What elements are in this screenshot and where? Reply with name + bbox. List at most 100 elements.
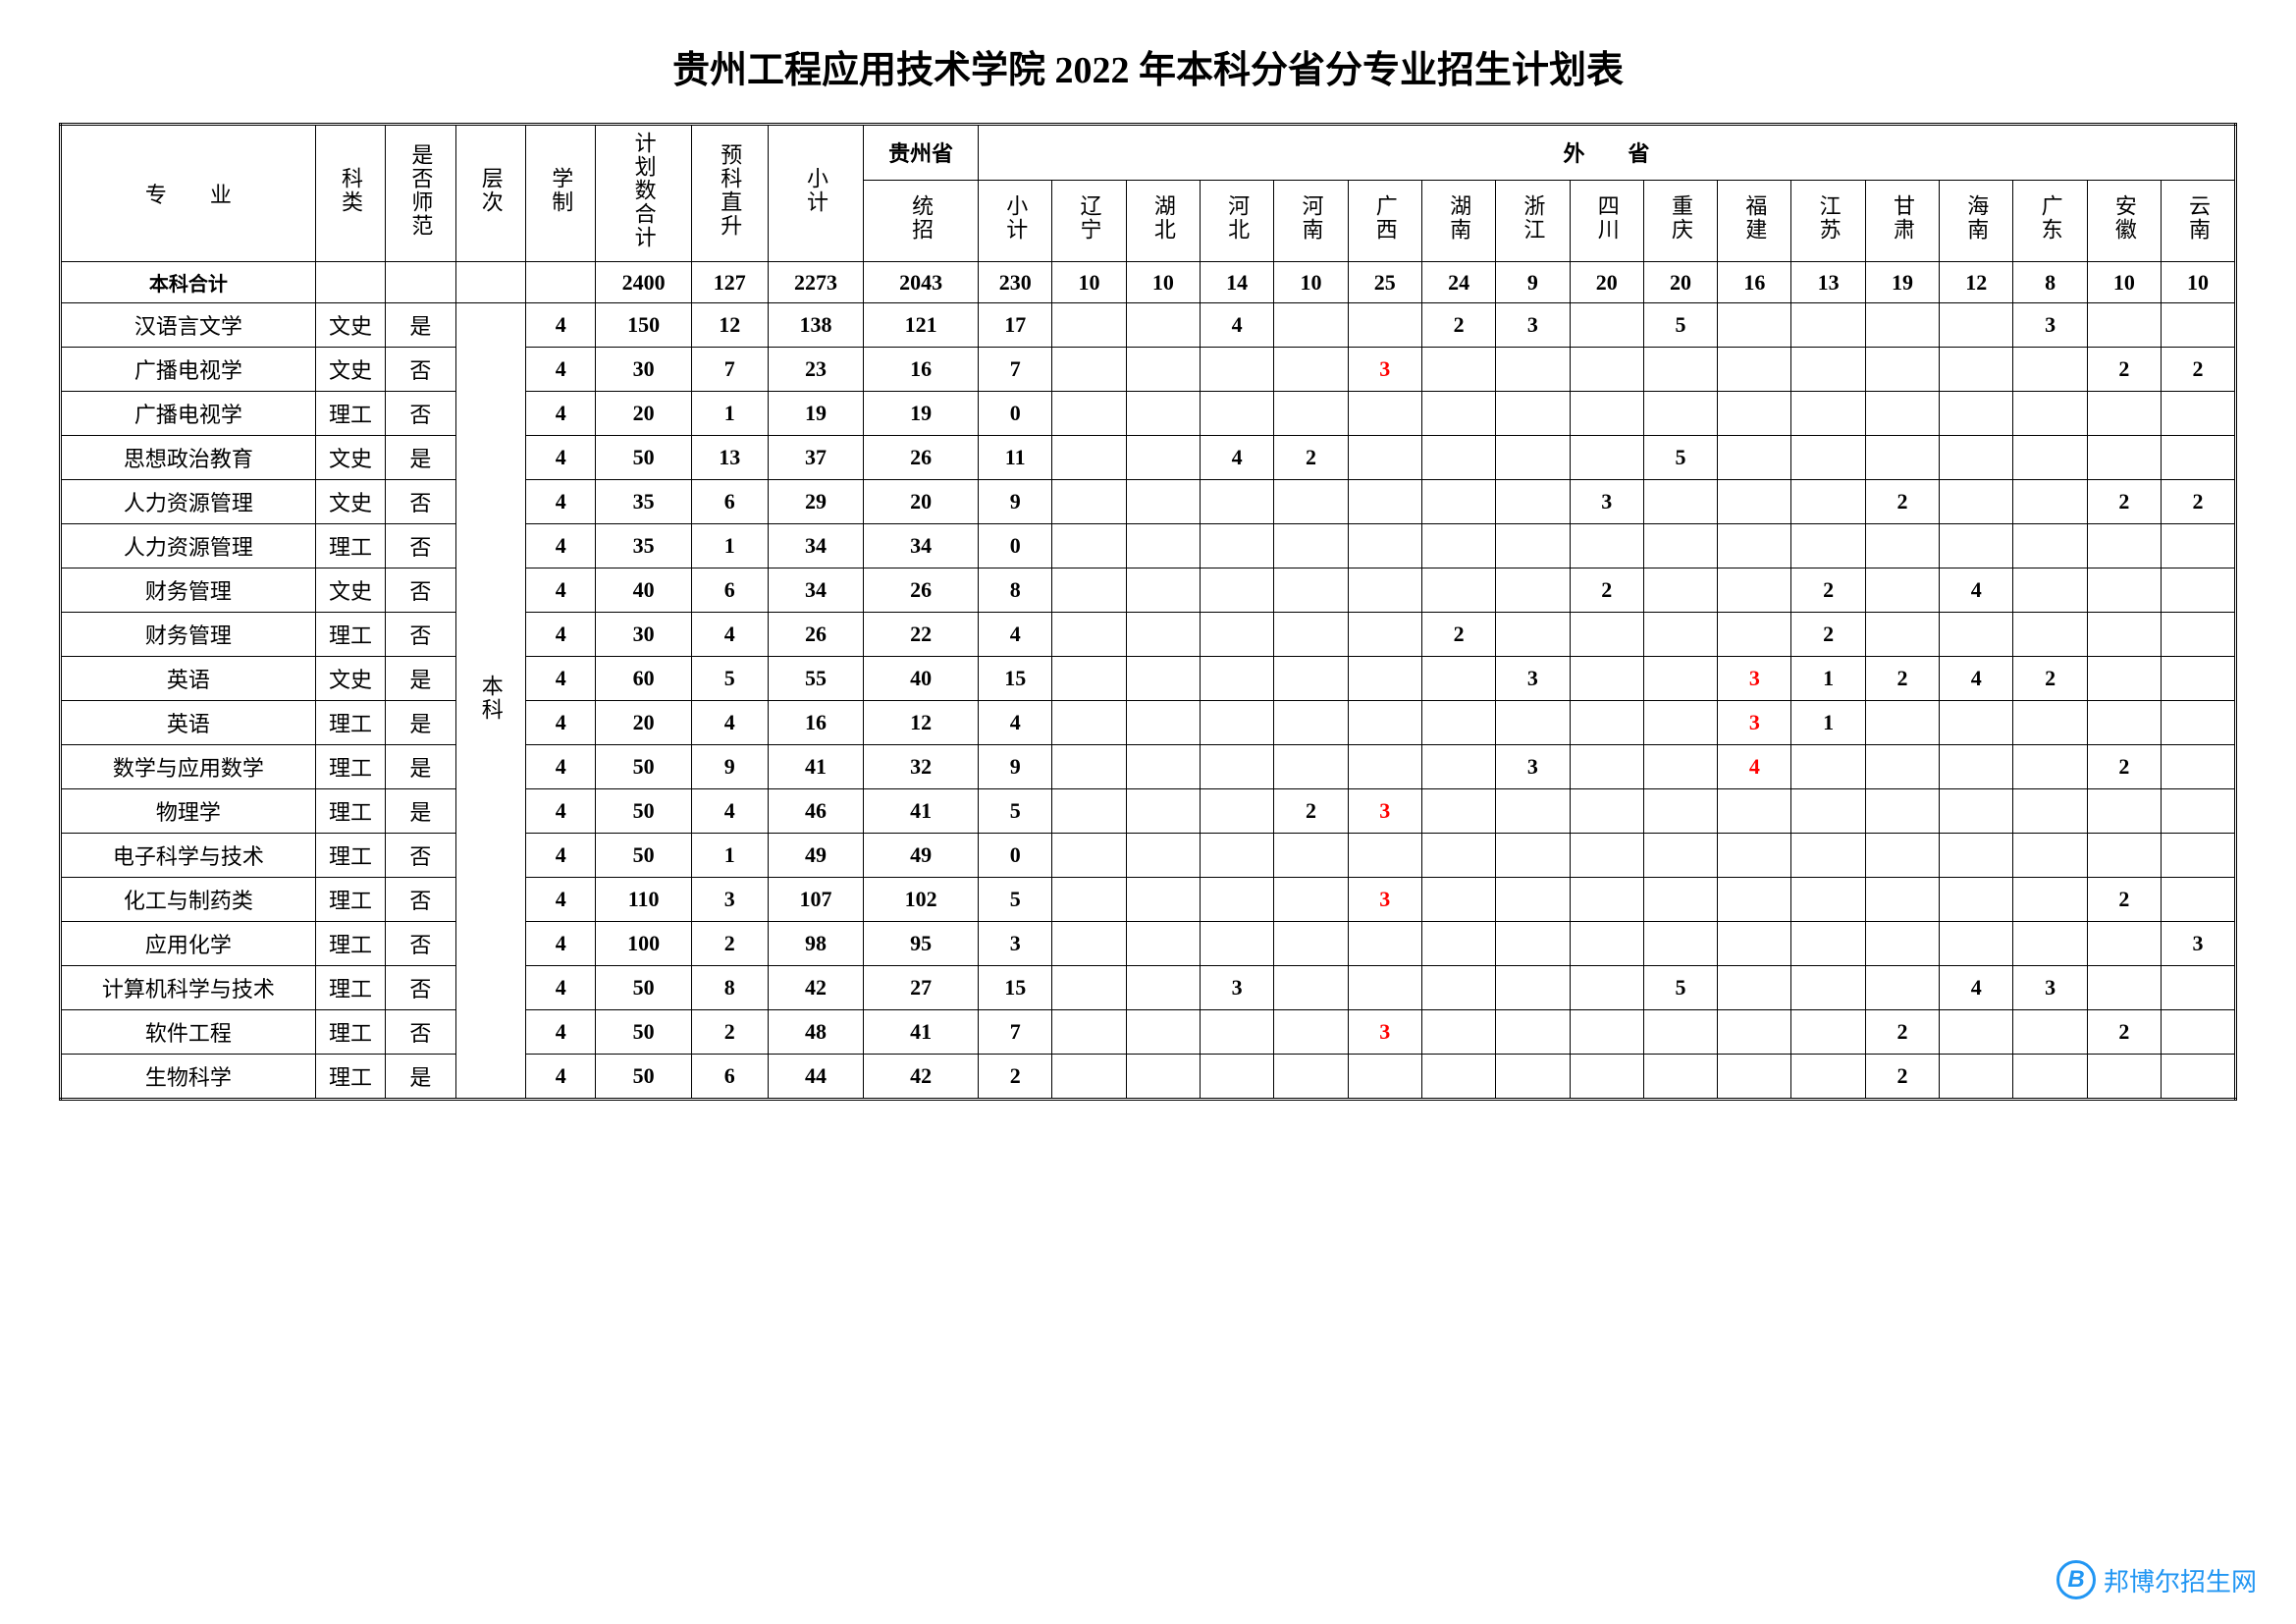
watermark-text: 邦博尔招生网	[2104, 1562, 2257, 1598]
cell-prov	[1126, 303, 1200, 348]
cell-prov	[1940, 613, 2013, 657]
header-other-group: 外 省	[979, 125, 2236, 181]
cell-prov	[1718, 922, 1791, 966]
cell-prov	[1496, 436, 1570, 480]
cell-total: 35	[596, 524, 691, 568]
totals-prov: 10	[1274, 262, 1348, 303]
cell-prov	[1274, 922, 1348, 966]
cell-sub: 29	[768, 480, 863, 524]
cell-prov: 2	[2162, 480, 2236, 524]
cell-prov	[2013, 789, 2087, 834]
cell-prov	[1052, 922, 1126, 966]
cell-sub: 46	[768, 789, 863, 834]
cell-prov	[1865, 348, 1939, 392]
cell-prov	[1421, 436, 1495, 480]
cell-osub: 8	[979, 568, 1052, 613]
cell-gz: 49	[864, 834, 979, 878]
totals-prov: 10	[2162, 262, 2236, 303]
cell-prov	[2087, 789, 2161, 834]
totals-prov: 14	[1200, 262, 1273, 303]
empty-cell	[455, 262, 525, 303]
cell-prov: 2	[1865, 480, 1939, 524]
cell-prov	[2013, 568, 2087, 613]
cell-duration: 4	[526, 568, 596, 613]
cell-prov	[1865, 568, 1939, 613]
cell-prov	[2087, 657, 2161, 701]
cell-normal: 否	[386, 568, 455, 613]
cell-prov: 4	[1940, 966, 2013, 1010]
cell-sub: 138	[768, 303, 863, 348]
header-other-sub: 小计	[979, 180, 1052, 261]
cell-duration: 4	[526, 1010, 596, 1055]
cell-duration: 4	[526, 966, 596, 1010]
totals-label: 本科合计	[61, 262, 316, 303]
cell-prov: 4	[1200, 303, 1273, 348]
totals-gz: 2043	[864, 262, 979, 303]
cell-prov	[1643, 657, 1717, 701]
cell-normal: 是	[386, 701, 455, 745]
header-subtotal: 小计	[768, 125, 863, 262]
cell-prov	[2162, 524, 2236, 568]
cell-prov	[1570, 745, 1643, 789]
cell-prov	[2162, 392, 2236, 436]
cell-prep: 1	[691, 524, 768, 568]
cell-prov	[1052, 303, 1126, 348]
cell-prov	[1570, 789, 1643, 834]
cell-prov	[1052, 348, 1126, 392]
cell-duration: 4	[526, 303, 596, 348]
cell-prov	[1052, 392, 1126, 436]
cell-prov	[1274, 392, 1348, 436]
cell-prov	[1940, 1055, 2013, 1100]
cell-prov	[2162, 966, 2236, 1010]
cell-gz: 95	[864, 922, 979, 966]
cell-prep: 2	[691, 1010, 768, 1055]
cell-prov	[1052, 834, 1126, 878]
cell-gz: 19	[864, 392, 979, 436]
cell-prov	[1570, 701, 1643, 745]
cell-prov	[1496, 568, 1570, 613]
table-row: 应用化学理工否41002989533	[61, 922, 2236, 966]
cell-prov: 3	[2162, 922, 2236, 966]
cell-prov: 2	[2087, 1010, 2161, 1055]
cell-prov	[1274, 480, 1348, 524]
cell-prov	[1496, 834, 1570, 878]
cell-prov	[2013, 613, 2087, 657]
cell-prov	[2162, 1010, 2236, 1055]
cell-prov: 5	[1643, 303, 1717, 348]
cell-osub: 0	[979, 392, 1052, 436]
cell-duration: 4	[526, 922, 596, 966]
cell-prov	[1200, 789, 1273, 834]
cell-prov	[1126, 568, 1200, 613]
totals-plan: 2400	[596, 262, 691, 303]
header-province: 安徽	[2087, 180, 2161, 261]
cell-category: 理工	[315, 922, 385, 966]
cell-total: 50	[596, 834, 691, 878]
cell-prov	[1200, 480, 1273, 524]
cell-prep: 5	[691, 657, 768, 701]
cell-prov	[1496, 392, 1570, 436]
cell-sub: 16	[768, 701, 863, 745]
cell-prov	[1940, 878, 2013, 922]
cell-prov	[1348, 392, 1421, 436]
cell-prov	[1274, 745, 1348, 789]
cell-prov	[1570, 613, 1643, 657]
cell-osub: 7	[979, 348, 1052, 392]
cell-gz: 32	[864, 745, 979, 789]
cell-prov	[1274, 348, 1348, 392]
cell-prov	[1496, 878, 1570, 922]
cell-prep: 6	[691, 1055, 768, 1100]
cell-prov: 5	[1643, 966, 1717, 1010]
cell-prov: 4	[1940, 568, 2013, 613]
cell-prov	[1052, 1055, 1126, 1100]
cell-prov	[1940, 480, 2013, 524]
cell-prov: 2	[1421, 303, 1495, 348]
totals-prov: 19	[1865, 262, 1939, 303]
cell-category: 文史	[315, 348, 385, 392]
cell-total: 30	[596, 613, 691, 657]
cell-prov	[1052, 1010, 1126, 1055]
cell-sub: 44	[768, 1055, 863, 1100]
cell-prov	[2087, 613, 2161, 657]
cell-major: 思想政治教育	[61, 436, 316, 480]
cell-sub: 42	[768, 966, 863, 1010]
header-province: 福建	[1718, 180, 1791, 261]
